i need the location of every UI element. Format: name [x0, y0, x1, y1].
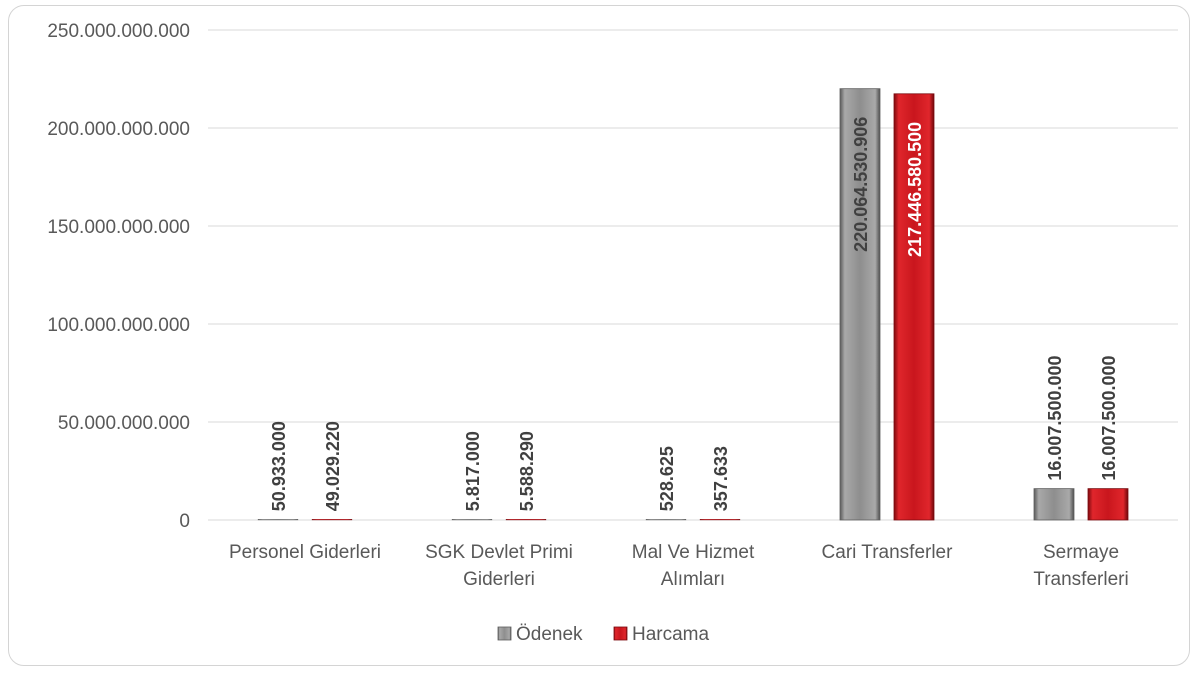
data-label: 220.064.530.906 — [851, 117, 871, 252]
bar-harcama — [893, 93, 935, 521]
data-label: 5.817.000 — [463, 431, 483, 511]
data-label: 50.933.000 — [269, 421, 289, 511]
data-label: 528.625 — [657, 446, 677, 511]
bar-harcama — [505, 519, 547, 521]
category-label: Giderleri — [463, 569, 535, 590]
bar-harcama — [1087, 488, 1129, 521]
bars — [257, 88, 1129, 521]
chart-frame — [8, 5, 1190, 666]
legend: Ödenek Harcama — [497, 624, 710, 645]
category-label: Transferleri — [1033, 569, 1128, 590]
y-tick-label: 200.000.000.000 — [47, 119, 190, 140]
bar-harcama — [311, 519, 353, 521]
category-label: Mal Ve Hizmet — [632, 542, 755, 563]
y-tick-label: 150.000.000.000 — [47, 217, 190, 238]
category-label: SGK Devlet Primi — [425, 542, 573, 563]
data-label: 16.007.500.000 — [1045, 356, 1065, 481]
legend-swatch — [497, 626, 512, 641]
data-label: 5.588.290 — [517, 431, 537, 511]
category-label: Sermaye — [1043, 542, 1119, 563]
category-label: Cari Transferler — [822, 542, 954, 563]
bar--denek — [451, 519, 493, 521]
bar--denek — [257, 519, 299, 521]
y-tick-label: 0 — [179, 511, 190, 532]
gridlines — [208, 29, 1178, 521]
bar--denek — [839, 88, 881, 521]
data-label: 357.633 — [711, 446, 731, 511]
y-tick-label: 100.000.000.000 — [47, 315, 190, 336]
bar--denek — [645, 519, 687, 521]
data-label: 49.029.220 — [323, 421, 343, 511]
data-label: 217.446.580.500 — [905, 122, 925, 257]
legend-label: Ödenek — [516, 624, 583, 645]
data-label: 16.007.500.000 — [1099, 356, 1119, 481]
category-label: Personel Giderleri — [229, 542, 381, 563]
bar-harcama — [699, 519, 741, 521]
y-tick-label: 250.000.000.000 — [47, 21, 190, 42]
y-tick-label: 50.000.000.000 — [58, 413, 190, 434]
x-axis: Personel Giderleri SGK Devlet Primi Giderl… — [229, 542, 1129, 590]
bar--denek — [1033, 488, 1075, 521]
y-axis: 0 50.000.000.000 100.000.000.000 150.000.00… — [47, 21, 190, 532]
legend-label: Harcama — [632, 624, 710, 645]
category-label: Alımları — [661, 569, 725, 590]
legend-swatch — [613, 626, 628, 641]
data-labels: 50.933.000 49.029.220 5.817.000 5.588.290 52… — [269, 117, 1119, 512]
